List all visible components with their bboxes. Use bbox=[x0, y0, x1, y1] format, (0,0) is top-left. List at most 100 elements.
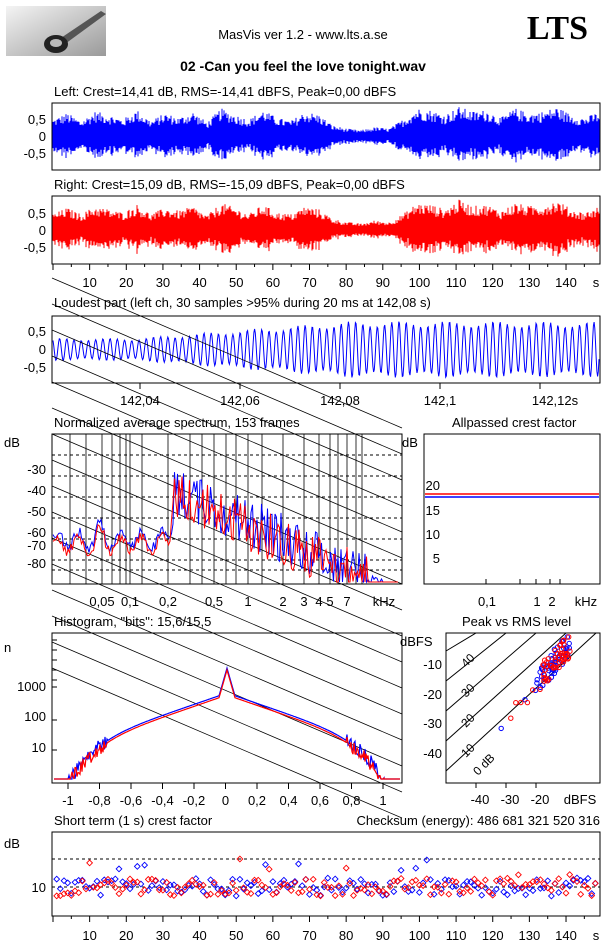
pr-ytick-3: -40 bbox=[423, 746, 442, 761]
time-label-2: 30 bbox=[156, 275, 170, 290]
left-waveform-frame bbox=[51, 102, 601, 171]
st-point-left-1 bbox=[53, 875, 61, 883]
st-point-right-66 bbox=[291, 879, 299, 886]
peak-rms-frame bbox=[445, 632, 601, 784]
pr-point-left-20 bbox=[551, 670, 558, 677]
st-point-right-114 bbox=[467, 887, 475, 895]
st-point-left-138 bbox=[555, 889, 563, 896]
st-point-right-112 bbox=[459, 889, 467, 897]
st-point-left-136 bbox=[547, 892, 555, 900]
st-xlabel-5: 60 bbox=[266, 928, 280, 943]
ap-xtick-1: 1 bbox=[533, 594, 540, 609]
st-point-right-36 bbox=[181, 883, 189, 891]
st-point-right-37 bbox=[185, 880, 193, 888]
hist-xlabel-10: 1 bbox=[379, 793, 386, 808]
spec-diag-4 bbox=[51, 381, 403, 533]
left-ytick-0: 0,5 bbox=[28, 112, 46, 127]
short-term-xlabels: 10 20 30 40 50 60 70 80 90 100 110 120 130 140 s bbox=[82, 928, 599, 943]
st-point-left-82 bbox=[350, 879, 357, 887]
st-point-left-131 bbox=[529, 887, 537, 895]
st-point-right-71 bbox=[309, 875, 317, 883]
pr-point-right-49 bbox=[563, 650, 569, 657]
st-point-right-116 bbox=[474, 879, 482, 887]
st-point-left-135 bbox=[544, 877, 552, 885]
pr-point-right-27 bbox=[530, 687, 536, 693]
st-point-right-125 bbox=[507, 877, 515, 885]
st-point-right-138 bbox=[555, 875, 563, 883]
st-point-right-17 bbox=[111, 884, 119, 891]
st-point-right-16 bbox=[108, 879, 116, 887]
st-point-right-107 bbox=[441, 880, 449, 888]
spec-diag-14 bbox=[51, 641, 403, 793]
st-point-right-78 bbox=[335, 882, 343, 890]
spec-xtick-10: kHz bbox=[373, 594, 395, 609]
spec-xtick-0: 0,05 bbox=[89, 594, 114, 609]
st-point-right-97 bbox=[404, 884, 412, 892]
hist-xlabel-9: 0,8 bbox=[342, 793, 360, 808]
st-point-left-66 bbox=[291, 878, 299, 885]
st-point-left-3 bbox=[60, 877, 68, 885]
loudest-xtick-1: 142,06 bbox=[220, 393, 260, 408]
pr-point-right-51 bbox=[552, 657, 558, 663]
right-waveform-frame bbox=[51, 195, 601, 265]
st-point-left-60 bbox=[269, 878, 277, 886]
left-ytick-2: -0,5 bbox=[24, 146, 46, 161]
st-point-right-139 bbox=[558, 883, 566, 891]
pr-diag-label-1: 30 bbox=[458, 681, 478, 701]
st-point-left-27 bbox=[148, 882, 156, 890]
ap-xtick-3: kHz bbox=[575, 594, 597, 609]
peak-rms-diagonals bbox=[445, 632, 597, 788]
st-point-right-105 bbox=[434, 883, 442, 891]
st-point-left-58 bbox=[262, 861, 269, 869]
pr-ytick-2: -30 bbox=[423, 716, 442, 731]
st-point-left-49 bbox=[229, 875, 237, 883]
st-point-right-18 bbox=[115, 890, 123, 898]
st-point-right-130 bbox=[525, 881, 533, 889]
ap-ytick-3: 5 bbox=[433, 551, 440, 566]
short-term-title: Short term (1 s) crest factor bbox=[54, 813, 213, 828]
st-point-left-84 bbox=[357, 876, 365, 883]
st-point-left-124 bbox=[503, 891, 511, 899]
st-point-right-64 bbox=[284, 881, 291, 889]
st-point-right-115 bbox=[470, 875, 478, 883]
histogram-xlabels: -1 -0,8 -0,6 -0,4 -0,2 0 0,2 0,4 0,6 0,8 1 bbox=[62, 793, 386, 808]
pr-point-right-54 bbox=[518, 699, 524, 706]
right-ytick-2: -0,5 bbox=[24, 240, 46, 255]
st-point-left-57 bbox=[258, 887, 266, 895]
pr-point-right-33 bbox=[561, 656, 567, 663]
right-ytick-1: 0 bbox=[39, 223, 46, 238]
st-point-left-41 bbox=[199, 887, 207, 895]
st-point-right-131 bbox=[529, 878, 537, 886]
st-point-right-50 bbox=[232, 886, 240, 894]
st-xlabel-2: 30 bbox=[156, 928, 170, 943]
st-point-left-18 bbox=[115, 865, 123, 873]
hist-xlabel-8: 0,6 bbox=[311, 793, 329, 808]
st-point-left-134 bbox=[540, 884, 548, 892]
spectrum-chart: -30 -40 -50 -60 -70 -80 0,05 0,1 0,2 0,5… bbox=[27, 277, 403, 819]
st-point-right-108 bbox=[445, 890, 453, 898]
st-point-right-74 bbox=[320, 879, 328, 886]
st-ytick-0: 10 bbox=[32, 880, 46, 895]
pr-point-right-23 bbox=[546, 676, 552, 682]
st-point-right-25 bbox=[141, 886, 149, 894]
st-xlabel-6: 70 bbox=[302, 928, 316, 943]
ap-xtick-2: 2 bbox=[548, 594, 555, 609]
st-point-right-82 bbox=[350, 892, 357, 899]
st-point-right-21 bbox=[126, 875, 134, 883]
st-point-right-9 bbox=[82, 885, 90, 893]
st-point-left-140 bbox=[562, 879, 570, 887]
st-point-left-146 bbox=[584, 874, 592, 882]
pr-point-right-8 bbox=[557, 642, 564, 648]
st-point-left-75 bbox=[324, 874, 332, 882]
st-point-left-13 bbox=[97, 891, 105, 899]
pr-point-right-36 bbox=[553, 664, 559, 670]
pr-ytick-0: -10 bbox=[423, 657, 442, 672]
st-point-right-73 bbox=[317, 892, 324, 900]
st-point-right-14 bbox=[100, 879, 108, 887]
st-point-left-33 bbox=[170, 881, 178, 889]
pr-point-right-34 bbox=[542, 657, 548, 663]
st-point-right-62 bbox=[276, 883, 284, 891]
histogram-ylabel: n bbox=[4, 640, 11, 655]
st-point-right-45 bbox=[214, 890, 222, 898]
